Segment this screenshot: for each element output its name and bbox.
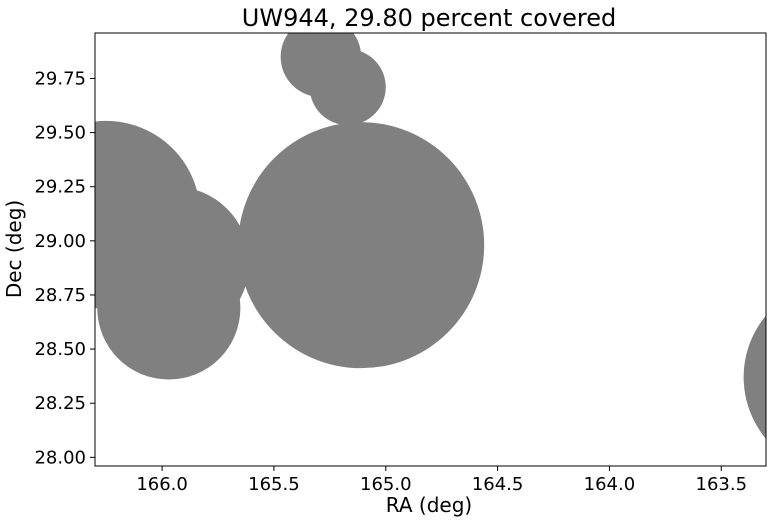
coverage-circle-5 <box>309 49 386 126</box>
x-tick-label: 166.0 <box>136 474 188 495</box>
y-tick-label: 29.25 <box>34 177 86 198</box>
coverage-circle-8 <box>743 315 766 439</box>
coverage-circle-3 <box>97 236 241 380</box>
x-tick-label: 164.0 <box>584 474 636 495</box>
y-axis-ticks: 28.00 28.25 28.50 28.75 29.00 29.25 29.50 29.75 <box>34 68 95 468</box>
y-tick-label: 28.25 <box>34 393 86 414</box>
y-axis-label: Dec (deg) <box>2 200 26 298</box>
y-tick-label: 28.00 <box>34 447 86 468</box>
coverage-circle-7 <box>238 122 485 369</box>
x-axis-ticks: 166.0 165.5 165.0 164.5 164.0 163.5 <box>136 466 747 495</box>
x-tick-label: 164.5 <box>472 474 524 495</box>
circles-layer <box>95 33 766 439</box>
y-tick-label: 28.75 <box>34 285 86 306</box>
y-tick-label: 29.50 <box>34 123 86 144</box>
x-tick-label: 165.5 <box>248 474 300 495</box>
plot-frame <box>94 32 767 467</box>
x-tick-label: 165.0 <box>360 474 412 495</box>
x-tick-label: 163.5 <box>696 474 748 495</box>
y-tick-label: 29.75 <box>34 68 86 89</box>
x-axis-label: RA (deg) <box>386 493 472 517</box>
chart-title: UW944, 29.80 percent covered <box>242 4 616 32</box>
y-tick-label: 29.00 <box>34 231 86 252</box>
y-tick-label: 28.50 <box>34 339 86 360</box>
